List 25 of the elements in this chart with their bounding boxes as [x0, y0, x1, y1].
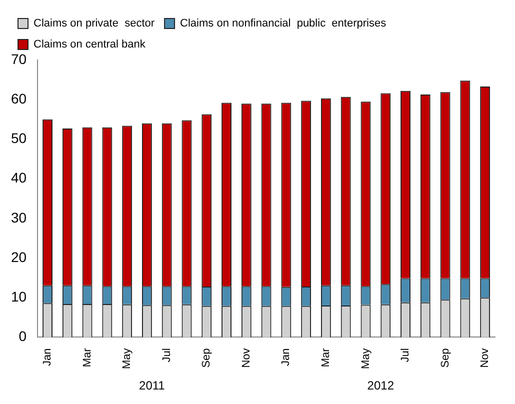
- y-tick-label: 30: [10, 209, 27, 226]
- x-tick-label: Sep: [439, 348, 452, 368]
- x-tick-label: May: [360, 348, 372, 369]
- y-tick-label: 40: [10, 170, 27, 186]
- x-tick-label: Jan: [42, 348, 54, 366]
- x-tick-label: Mar: [320, 348, 332, 368]
- y-tick-label: 10: [10, 288, 27, 304]
- y-tick-label: 70: [10, 50, 27, 67]
- y-tick-label: 20: [10, 248, 27, 265]
- x-tick-label: Jul: [160, 348, 173, 362]
- x-tick-label: Sep: [200, 348, 213, 368]
- x-tick-label: Nov: [240, 348, 252, 368]
- y-tick-label: 50: [10, 130, 27, 146]
- text: 2011: [139, 378, 166, 392]
- legend-label: Claims on private sector: [34, 18, 155, 30]
- y-tick-label: 0: [18, 328, 27, 344]
- x-tick-label: May: [121, 348, 134, 369]
- legend-label: Claims on nonfinancial public enterprises: [180, 18, 387, 30]
- x-tick-label: Mar: [81, 348, 94, 368]
- text: 2012: [367, 378, 394, 392]
- legend-label: Claims on central bank: [34, 38, 146, 51]
- y-tick-label: 60: [10, 90, 27, 106]
- x-tick-label: Jan: [280, 348, 292, 366]
- x-tick-label: Jul: [400, 348, 412, 362]
- x-tick-label: Nov: [479, 348, 492, 368]
